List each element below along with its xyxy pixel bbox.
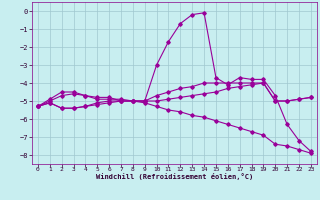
X-axis label: Windchill (Refroidissement éolien,°C): Windchill (Refroidissement éolien,°C) xyxy=(96,173,253,180)
